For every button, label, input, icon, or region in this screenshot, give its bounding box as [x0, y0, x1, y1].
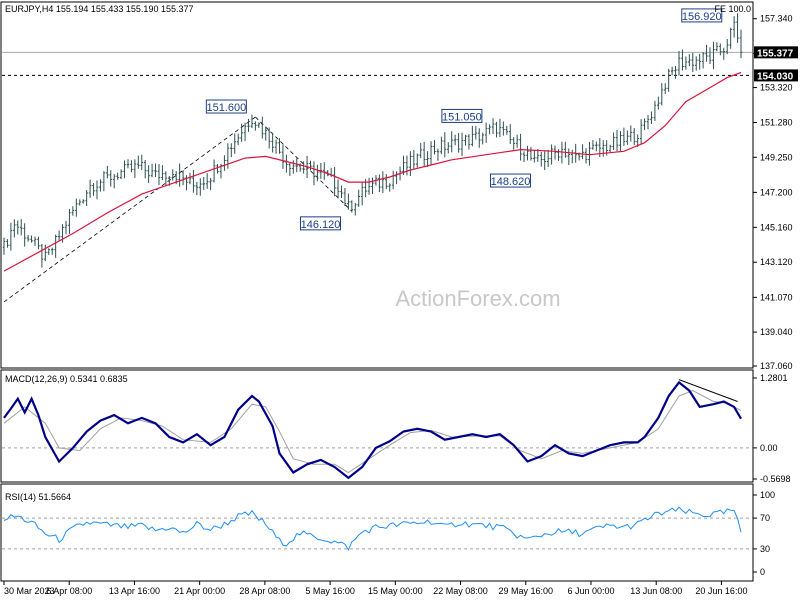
level-tag-text: 154.030 — [757, 71, 794, 82]
signal-line — [3, 390, 742, 474]
swing-label-text: 148.620 — [491, 176, 531, 188]
price-series — [2, 13, 752, 303]
rsi-series — [2, 506, 752, 551]
price-axis-label: 141.070 — [760, 292, 793, 302]
rsi-axis-label: 70 — [760, 513, 770, 523]
swing-labels: 151.600 146.120 151.050 148.620 156.920 — [205, 8, 723, 231]
x-axis-label: 29 May 16:00 — [498, 586, 553, 596]
rsi-line — [3, 506, 742, 551]
swing-label-box — [489, 173, 531, 188]
swing-label-box — [299, 216, 341, 231]
x-axis-label: 6 Jun 00:00 — [567, 586, 614, 596]
current-price-tag — [754, 46, 798, 59]
price-axis-label: 147.200 — [760, 187, 793, 197]
price-axis-label: 137.060 — [760, 361, 793, 371]
moving-average-line — [3, 71, 742, 272]
x-axis-label: 6 Apr 08:00 — [46, 586, 92, 596]
price-axis-label: 157.340 — [760, 14, 793, 24]
swing-label-box — [205, 99, 247, 114]
x-axis-label: 20 Jun 16:00 — [695, 586, 747, 596]
swing-label-text: 156.920 — [682, 11, 722, 23]
trendline-2 — [255, 116, 353, 212]
macd-line — [3, 380, 742, 480]
macd-axis-label: 0.00 — [760, 443, 778, 453]
x-axis-label: 13 Apr 16:00 — [109, 586, 160, 596]
y-axis: 157.340155.310153.320151.280149.250147.2… — [753, 14, 798, 577]
price-axis-label: 145.160 — [760, 222, 793, 232]
price-axis-label: 151.280 — [760, 117, 793, 127]
price-axis-label: 153.320 — [760, 83, 793, 93]
x-axis-label: 30 Mar 2023 — [4, 586, 55, 596]
macd-axis-label: -0.5698 — [760, 474, 791, 484]
current-price-tag-text: 155.377 — [757, 48, 794, 59]
swing-label-text: 151.600 — [206, 102, 246, 114]
x-axis-label: 21 Apr 00:00 — [174, 586, 225, 596]
price-pane-header: EURJPY,H4 155.194 155.433 155.190 155.37… — [5, 4, 194, 14]
rsi-axis-label: 0 — [760, 567, 765, 577]
rsi-pane-border — [0, 483, 754, 582]
x-axis-label: 15 May 00:00 — [368, 586, 423, 596]
rsi-axis-label: 100 — [760, 490, 775, 500]
swing-label-box — [441, 108, 483, 123]
macd-axis-label: 1.2801 — [760, 373, 788, 383]
swing-label-text: 146.120 — [301, 219, 341, 231]
x-axis-label: 22 May 08:00 — [433, 586, 488, 596]
rsi-pane-header: RSI(14) 51.5664 — [5, 492, 71, 502]
price-axis-label: 149.250 — [760, 152, 793, 162]
swing-label-box — [681, 8, 723, 23]
x-axis-label: 5 May 16:00 — [305, 586, 355, 596]
level-tag — [754, 69, 798, 82]
swing-label-text: 151.050 — [442, 111, 482, 123]
macd-pane-border — [0, 369, 754, 483]
watermark: ActionForex.com — [395, 286, 560, 311]
fe-label: FE 100.0 — [714, 4, 751, 14]
macd-pane-header: MACD(12,26,9) 0.5341 0.6835 — [5, 374, 128, 384]
price-axis-label: 139.040 — [760, 327, 793, 337]
rsi-axis-label: 30 — [760, 544, 770, 554]
macd-trendline — [678, 379, 738, 402]
macd-series — [2, 379, 752, 480]
price-axis-label: 143.120 — [760, 257, 793, 267]
x-axis-label: 13 Jun 08:00 — [630, 586, 682, 596]
trendline-1 — [3, 116, 256, 303]
price-pane-border — [0, 1, 754, 369]
x-axis-label: 28 Apr 08:00 — [239, 586, 290, 596]
